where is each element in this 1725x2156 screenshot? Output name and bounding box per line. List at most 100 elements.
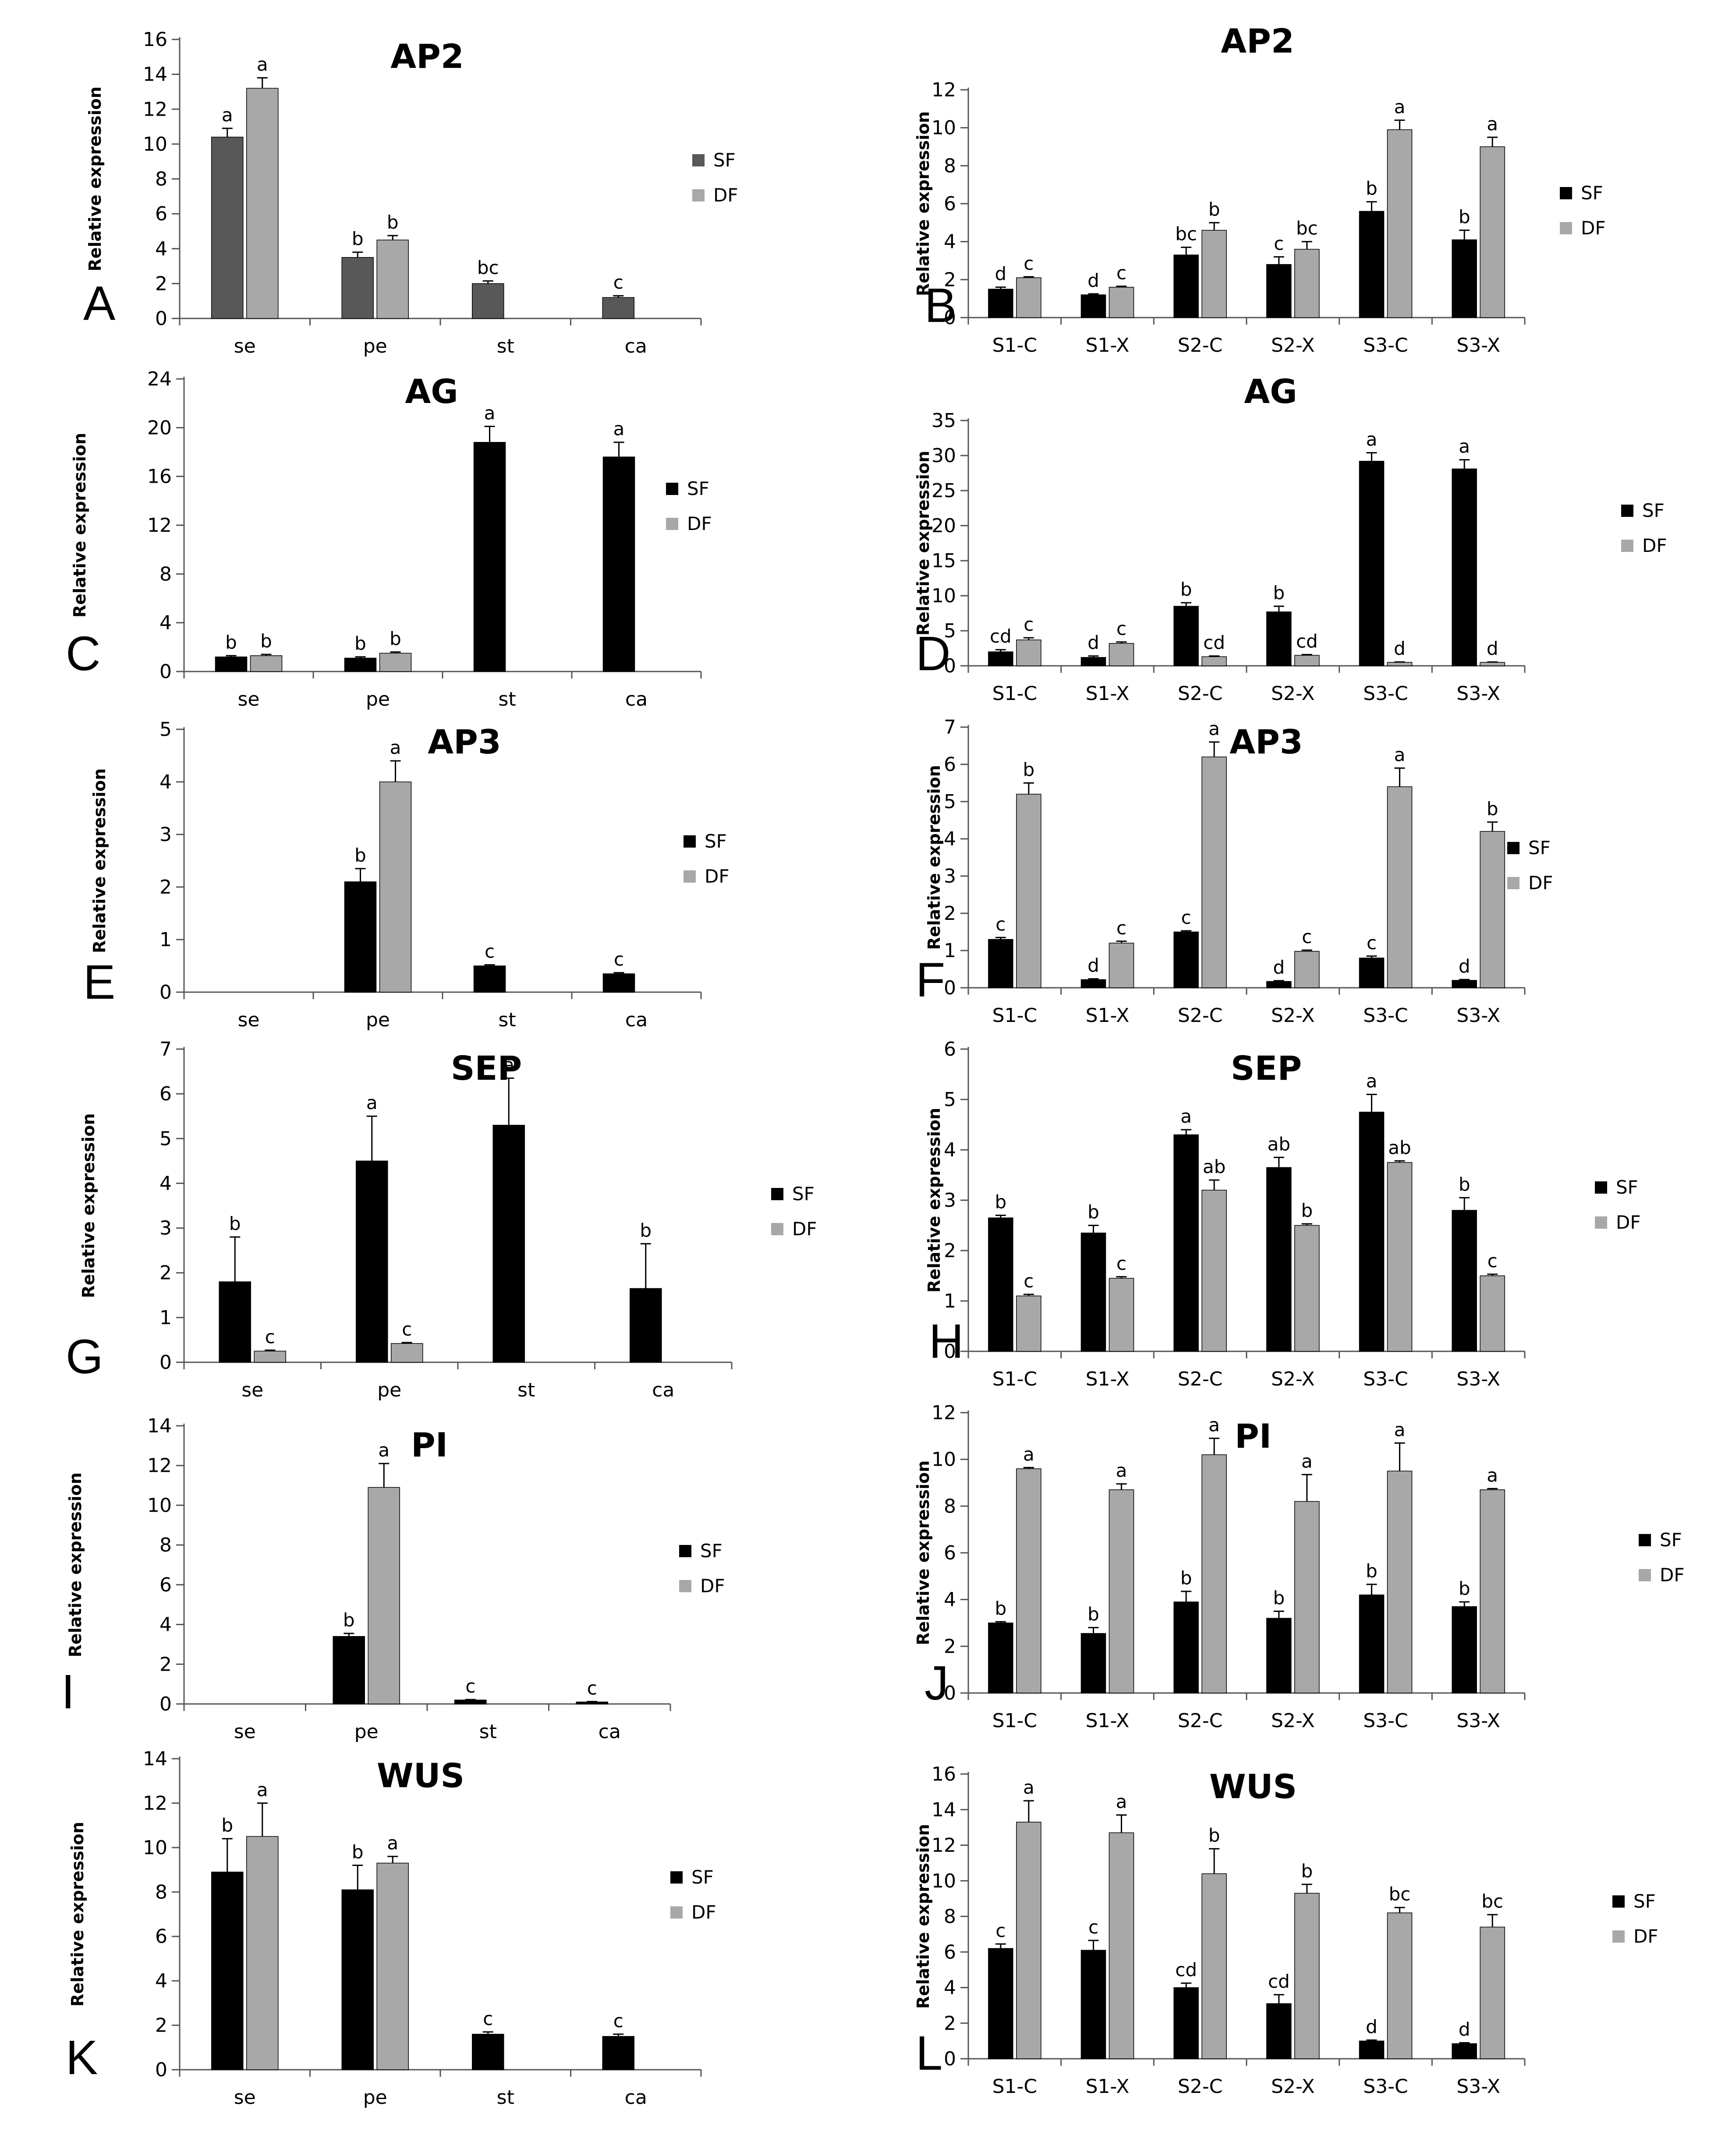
x-tick-label: ca: [625, 1009, 648, 1031]
panel-letter: G: [66, 1330, 103, 1384]
bar-sf: [219, 1281, 251, 1363]
panel-title: AG: [405, 372, 458, 411]
significance-label: c: [613, 2010, 623, 2032]
legend-swatch-sf: [692, 154, 705, 166]
x-tick-label: ca: [625, 335, 647, 357]
x-tick-label: se: [238, 1009, 260, 1031]
y-tick-label: 12: [932, 1402, 956, 1424]
significance-label: cd: [1175, 1959, 1197, 1980]
y-tick-label: 10: [932, 585, 956, 607]
x-tick-label: S2-C: [1178, 1004, 1223, 1027]
x-tick-label: pe: [363, 2086, 387, 2109]
bar-sf: [988, 289, 1013, 318]
x-tick-label: S2-C: [1178, 682, 1223, 705]
significance-label: a: [222, 104, 233, 126]
x-tick-label: se: [234, 335, 256, 357]
bar-df: [1480, 1489, 1505, 1693]
y-tick-label: 0: [155, 307, 167, 330]
bar-df: [246, 1836, 279, 2070]
y-tick-label: 2: [155, 2015, 167, 2037]
bar-df: [1294, 1225, 1320, 1352]
legend-swatch-df: [679, 1580, 691, 1592]
x-tick-label: S1-C: [992, 1710, 1038, 1732]
y-tick-label: 3: [944, 1189, 956, 1212]
panel-title: AG: [1244, 372, 1297, 411]
significance-label: a: [1208, 718, 1220, 739]
x-tick-label: S1-C: [992, 334, 1038, 357]
panel-letter: H: [929, 1315, 963, 1368]
bar-sf: [341, 257, 374, 319]
y-tick-label: 5: [159, 718, 172, 741]
significance-label: a: [1180, 1106, 1192, 1127]
panel-h: SEP H Relative expression 0 1 2 3 4 5 6 S1-C b c S1-X…: [924, 1038, 1641, 1390]
y-tick-label: 30: [932, 445, 956, 467]
bar-df: [1387, 1162, 1413, 1352]
x-tick-label: S1-X: [1086, 1710, 1130, 1732]
significance-label: bc: [1481, 1891, 1503, 1912]
significance-label: b: [1180, 579, 1192, 600]
legend-label: DF: [691, 1902, 716, 1923]
panel-e: AP3 E Relative expression 0 1 2 3 4 5 se pe b a st c ca…: [83, 718, 730, 1031]
significance-label: c: [614, 949, 624, 970]
x-tick-label: S2-X: [1271, 1368, 1315, 1390]
y-tick-label: 3: [159, 1217, 172, 1240]
y-axis-label: Relative expression: [79, 1113, 98, 1298]
y-axis-label: Relative expression: [914, 1460, 933, 1645]
x-tick-label: S1-X: [1086, 1368, 1130, 1390]
y-axis-label: Relative expression: [914, 451, 933, 636]
y-tick-label: 12: [932, 79, 956, 101]
y-tick-label: 0: [159, 981, 172, 1004]
bar-df: [1387, 1912, 1413, 2059]
y-axis-label: Relative expression: [68, 1822, 87, 2007]
y-tick-label: 1: [944, 1290, 956, 1312]
y-tick-label: 4: [159, 1614, 172, 1636]
x-tick-label: S2-X: [1271, 1004, 1315, 1027]
significance-label: b: [1273, 582, 1285, 604]
y-tick-label: 5: [944, 1089, 956, 1111]
significance-label: c: [1367, 932, 1377, 954]
y-tick-label: 6: [944, 193, 956, 215]
x-tick-label: S1-C: [992, 1004, 1038, 1027]
bar-sf: [1266, 264, 1292, 318]
significance-label: c: [1024, 1270, 1034, 1292]
significance-label: b: [352, 1841, 364, 1863]
panel-letter: K: [66, 2031, 98, 2085]
bar-sf: [1359, 211, 1385, 318]
legend-swatch-sf: [666, 483, 678, 495]
y-tick-label: 4: [159, 612, 172, 634]
legend-swatch-sf: [670, 1871, 683, 1884]
y-axis-label: Relative expression: [85, 86, 105, 271]
bar-sf: [1173, 931, 1199, 988]
legend-swatch-df: [684, 870, 696, 883]
significance-label: d: [1487, 638, 1498, 659]
significance-label: c: [485, 941, 495, 962]
significance-label: b: [1208, 198, 1220, 220]
bar-sf: [215, 656, 248, 672]
y-tick-label: 4: [155, 238, 167, 260]
y-tick-label: 4: [155, 1970, 167, 1992]
bar-df: [1109, 1278, 1134, 1352]
bar-sf: [472, 2034, 504, 2070]
legend-swatch-df: [692, 189, 705, 201]
y-tick-label: 2: [944, 902, 956, 925]
legend-label: DF: [1660, 1564, 1685, 1586]
legend-label: SF: [700, 1540, 723, 1562]
y-tick-label: 2: [155, 272, 167, 295]
significance-label: a: [1366, 429, 1378, 450]
y-tick-label: 0: [159, 1693, 172, 1715]
significance-label: a: [484, 403, 496, 424]
bar-df: [1201, 1873, 1227, 2059]
y-tick-label: 8: [944, 155, 956, 177]
significance-label: cd: [990, 626, 1012, 647]
y-tick-label: 2: [944, 1240, 956, 1262]
panel-title: AP3: [1229, 722, 1303, 761]
bar-sf: [1080, 657, 1106, 666]
y-tick-label: 10: [143, 133, 167, 156]
y-tick-label: 35: [932, 410, 956, 432]
significance-label: c: [1088, 1916, 1098, 1938]
significance-label: cd: [1296, 630, 1318, 652]
significance-label: b: [1208, 1825, 1220, 1846]
legend-swatch-df: [1560, 222, 1572, 234]
bar-df: [1016, 640, 1041, 666]
bar-sf: [1452, 239, 1477, 318]
